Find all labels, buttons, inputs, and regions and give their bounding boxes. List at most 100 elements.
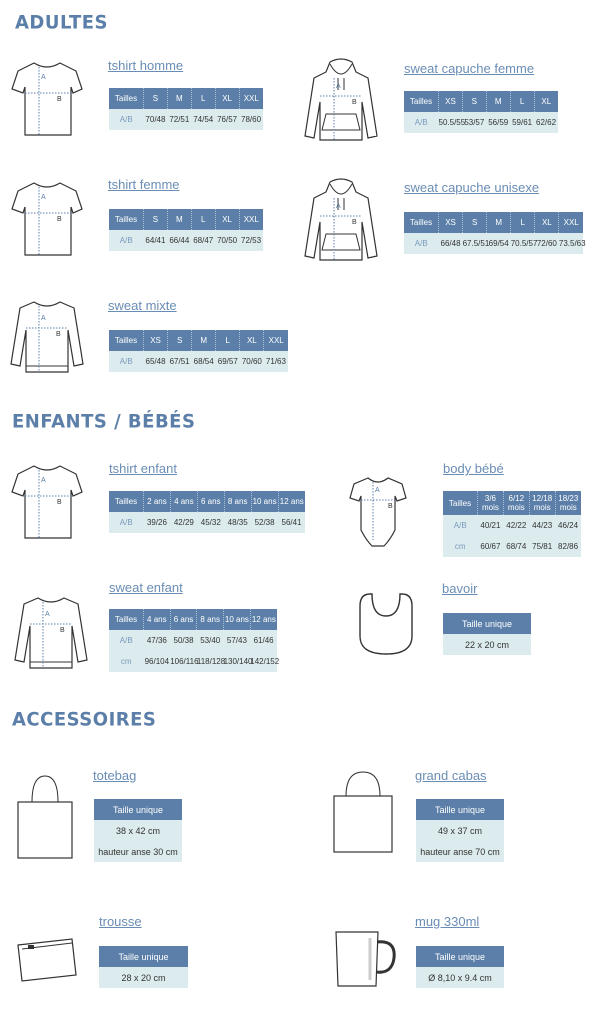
product-title-sweat-capuche-unisexe[interactable]: sweat capuche unisexe: [404, 180, 540, 195]
table-cell: 70/60: [239, 351, 264, 372]
header-cell: 6 ans: [170, 609, 198, 630]
header-cell: 4 ans: [170, 491, 198, 512]
header-cell: L: [191, 88, 216, 109]
table-header-row: Tailles S M L XL XXL: [109, 88, 263, 109]
table-cell: 64/41: [143, 230, 168, 251]
size-table-bavoir: Taille unique 22 x 20 cm: [443, 613, 531, 655]
header-cell: Taille unique: [443, 613, 531, 634]
product-title-tshirt-femme[interactable]: tshirt femme: [108, 177, 180, 192]
table-cell: 50/38: [170, 630, 197, 651]
svg-text:A: A: [336, 203, 341, 210]
header-cell: S: [167, 330, 193, 351]
header-cell: L: [215, 330, 241, 351]
product-title-grand-cabas[interactable]: grand cabas: [415, 768, 487, 783]
size-table-sweat-capuche-unisexe: Tailles XS S M L XL XXL A/B 66/48 67.5/51 69/54 70.…: [404, 212, 586, 254]
table-cell: 72/53: [239, 230, 263, 251]
table-cell: 52/38: [251, 512, 279, 533]
svg-text:B: B: [388, 503, 393, 510]
table-cell: 70/50: [215, 230, 240, 251]
table-row: hauteur anse 70 cm: [416, 841, 504, 862]
product-title-trousse[interactable]: trousse: [99, 914, 142, 929]
header-cell: Tailles: [404, 212, 439, 233]
header-cell: 8 ans: [196, 609, 225, 630]
table-cell: 106/116: [170, 651, 199, 672]
table-row: 38 x 42 cm: [94, 820, 182, 841]
header-cell: Tailles: [109, 330, 144, 351]
table-cell: 46/24: [555, 515, 581, 536]
product-title-body-bebe[interactable]: body bébé: [443, 461, 504, 476]
svg-text:B: B: [60, 627, 65, 634]
table-cell: 69/57: [215, 351, 240, 372]
table-cell: 72/60: [534, 233, 559, 254]
product-title-sweat-capuche-femme[interactable]: sweat capuche femme: [404, 61, 535, 76]
product-title-mug[interactable]: mug 330ml: [415, 914, 480, 929]
table-cell: 56/59: [486, 112, 511, 133]
table-cell: A/B: [109, 230, 144, 251]
product-title-totebag[interactable]: totebag: [93, 768, 137, 783]
table-cell: 47/36: [143, 630, 171, 651]
table-cell: A/B: [109, 109, 144, 130]
header-cell: Tailles: [443, 491, 478, 515]
section-heading-accessoires: ACCESSOIRES: [12, 708, 157, 731]
svg-text:A: A: [375, 487, 380, 494]
product-title-sweat-mixte[interactable]: sweat mixte: [108, 298, 177, 313]
header-cell: Tailles: [109, 88, 144, 109]
header-cell: L: [191, 209, 216, 230]
header-cell: 12/18 mois: [529, 491, 556, 515]
table-cell: 53/57: [462, 112, 487, 133]
header-cell: 3/6 mois: [477, 491, 504, 515]
product-title-tshirt-homme[interactable]: tshirt homme: [108, 58, 184, 73]
table-cell: 39/26: [143, 512, 171, 533]
header-cell: 12 ans: [250, 609, 277, 630]
product-title-tshirt-enfant[interactable]: tshirt enfant: [109, 461, 177, 476]
table-cell: 78/60: [239, 109, 263, 130]
header-cell: 10 ans: [251, 491, 279, 512]
table-row: A/B 64/41 66/44 68/47 70/50 72/53: [109, 230, 263, 251]
bib-icon: [356, 590, 416, 658]
product-title-bavoir[interactable]: bavoir: [442, 581, 478, 596]
table-cell: cm: [109, 651, 144, 672]
table-cell: Ø 8,10 x 9.4 cm: [416, 967, 504, 988]
table-cell: 48/35: [224, 512, 252, 533]
header-cell: XL: [239, 330, 265, 351]
table-cell: 68/54: [191, 351, 216, 372]
table-cell: 44/23: [529, 515, 556, 536]
size-table-trousse: Taille unique 28 x 20 cm: [99, 946, 188, 988]
header-cell: 6/12 mois: [503, 491, 530, 515]
header-cell: XXL: [239, 209, 263, 230]
header-cell: XS: [438, 212, 464, 233]
table-header-row: Taille unique: [94, 799, 182, 820]
header-cell: S: [462, 212, 488, 233]
table-row: cm 60/67 68/74 75/81 82/86: [443, 536, 581, 557]
header-cell: Tailles: [404, 91, 439, 112]
table-cell: 68/74: [503, 536, 530, 557]
table-cell: A/B: [109, 351, 144, 372]
svg-text:B: B: [56, 331, 61, 338]
table-row: 49 x 37 cm: [416, 820, 504, 841]
section-heading-adultes: ADULTES: [15, 11, 109, 34]
table-cell: 22 x 20 cm: [443, 634, 531, 655]
header-cell: M: [191, 330, 217, 351]
size-table-body-bebe: Tailles 3/6 mois 6/12 mois 12/18 mois 18/23 …: [443, 491, 581, 557]
product-title-sweat-enfant[interactable]: sweat enfant: [109, 580, 183, 595]
header-cell: Tailles: [109, 491, 144, 512]
header-cell: L: [510, 212, 536, 233]
table-cell: A/B: [443, 515, 478, 536]
header-cell: M: [167, 209, 192, 230]
header-cell: XXL: [263, 330, 288, 351]
table-row: A/B 65/48 67/51 68/54 69/57 70/60 71/63: [109, 351, 288, 372]
svg-text:A: A: [41, 74, 46, 81]
header-cell: XL: [534, 212, 560, 233]
size-table-mug: Taille unique Ø 8,10 x 9.4 cm: [416, 946, 504, 988]
size-table-sweat-mixte: Tailles XS S M L XL XXL A/B 65/48 67/51 68/54 69/57…: [109, 330, 288, 372]
svg-text:A: A: [41, 315, 46, 322]
table-header-row: Tailles 4 ans 6 ans 8 ans 10 ans 12 ans: [109, 609, 277, 630]
table-cell: 72/51: [167, 109, 192, 130]
header-cell: Tailles: [109, 209, 144, 230]
table-row: 22 x 20 cm: [443, 634, 531, 655]
table-cell: 68/47: [191, 230, 216, 251]
